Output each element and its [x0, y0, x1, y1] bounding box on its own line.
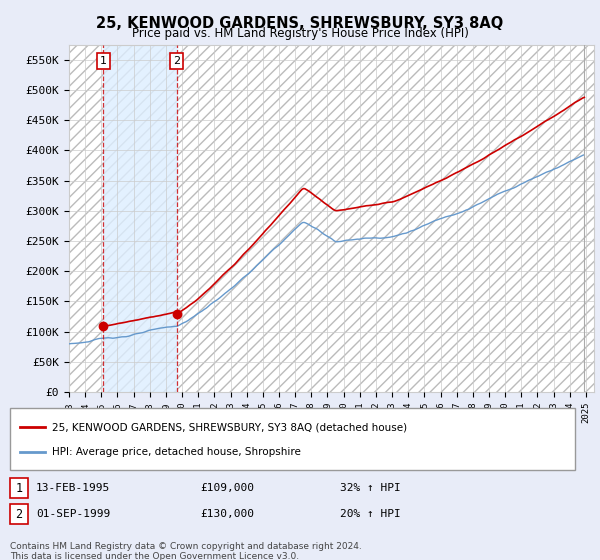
Text: 2: 2	[173, 56, 181, 66]
Text: £109,000: £109,000	[200, 483, 254, 493]
Bar	[10, 478, 28, 498]
Text: 32% ↑ HPI: 32% ↑ HPI	[340, 483, 401, 493]
Text: 13-FEB-1995: 13-FEB-1995	[36, 483, 110, 493]
Text: Contains HM Land Registry data © Crown copyright and database right 2024.
This d: Contains HM Land Registry data © Crown c…	[10, 542, 362, 560]
Bar	[10, 504, 28, 524]
Text: 01-SEP-1999: 01-SEP-1999	[36, 509, 110, 519]
Text: £130,000: £130,000	[200, 509, 254, 519]
Text: 1: 1	[100, 56, 107, 66]
Bar	[103, 45, 177, 392]
Text: HPI: Average price, detached house, Shropshire: HPI: Average price, detached house, Shro…	[52, 447, 301, 458]
Text: 25, KENWOOD GARDENS, SHREWSBURY, SY3 8AQ (detached house): 25, KENWOOD GARDENS, SHREWSBURY, SY3 8AQ…	[52, 422, 407, 432]
Text: Price paid vs. HM Land Registry's House Price Index (HPI): Price paid vs. HM Land Registry's House …	[131, 27, 469, 40]
Text: 25, KENWOOD GARDENS, SHREWSBURY, SY3 8AQ: 25, KENWOOD GARDENS, SHREWSBURY, SY3 8AQ	[97, 16, 503, 31]
Text: 2: 2	[16, 507, 23, 521]
Text: 1: 1	[16, 482, 23, 494]
Text: 20% ↑ HPI: 20% ↑ HPI	[340, 509, 401, 519]
Bar	[10, 408, 575, 470]
